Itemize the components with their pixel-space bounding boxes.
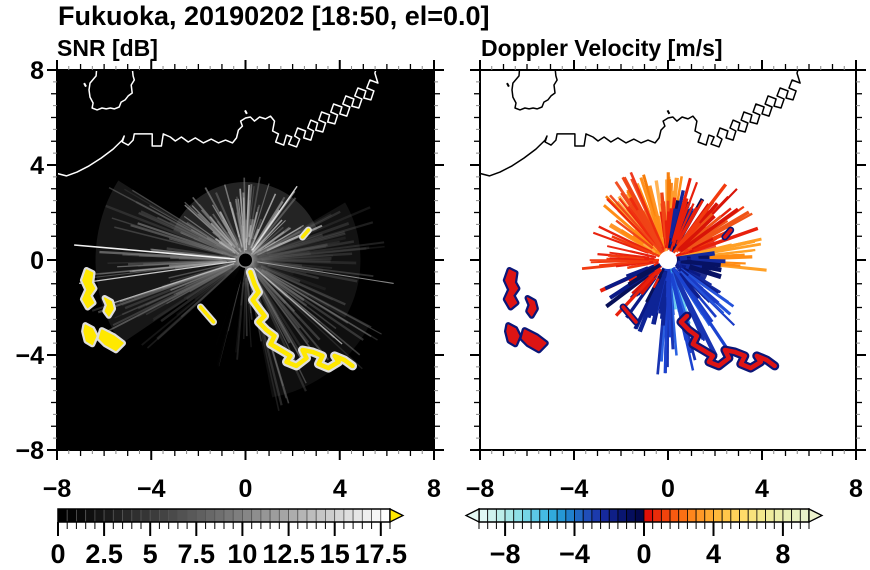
snr-colorbar-overflow-arrow [389, 507, 405, 524]
colorbar-label: 7.5 [178, 539, 216, 569]
velocity-colorbar-overflow-arrow [808, 507, 824, 524]
x-tick-label: 0 [661, 475, 675, 503]
colorbar-label: 17.5 [355, 539, 408, 569]
x-tick-label: 0 [239, 475, 253, 503]
snr-colorbar: 0 2.5 5 7.5 10 12.5 15 17.5 [50, 507, 408, 569]
radar-center-hole [659, 251, 677, 269]
x-tick-label: 4 [755, 475, 769, 503]
x-tick-label: −4 [137, 475, 166, 503]
colorbar-label: 15 [320, 539, 350, 569]
colorbar-label: 2.5 [85, 539, 123, 569]
radar-center-dot [238, 252, 253, 268]
colorbar-label: 12.5 [262, 539, 315, 569]
colorbar-label: 8 [775, 539, 790, 569]
panel-ticks [470, 60, 866, 460]
x-tick-label: 8 [849, 475, 863, 503]
y-tick-label: −4 [15, 342, 44, 370]
doppler-clutter-echoes [502, 226, 780, 373]
y-tick-label: 4 [30, 152, 44, 180]
coastline [57, 70, 379, 177]
x-tick-label: −8 [466, 475, 495, 503]
snr-occlusion-wedge [110, 265, 244, 440]
velocity-colorbar-underflow-arrow [464, 507, 480, 524]
y-tick-label: 8 [30, 57, 44, 85]
y-tick-label: −8 [15, 437, 44, 465]
x-tick-label: 4 [333, 475, 347, 503]
x-tick-label: −8 [43, 475, 72, 503]
x-tick-label: −4 [560, 475, 589, 503]
snr-clutter-echoes [79, 226, 357, 373]
y-tick-label: 0 [30, 247, 44, 275]
colorbar-label: −4 [559, 539, 590, 569]
snr-panel: −8 −4 0 4 8 8 4 0 −4 −8 [15, 57, 444, 503]
colorbar-label: 5 [143, 539, 158, 569]
colorbar-label: 0 [50, 539, 65, 569]
colorbar-label: 4 [706, 539, 721, 569]
doppler-panel: −8 −4 0 4 8 [466, 60, 866, 503]
velocity-colorbar: −8 −4 0 4 8 [464, 507, 824, 569]
colorbar-label: −8 [490, 539, 521, 569]
colorbar-label: 10 [227, 539, 257, 569]
coastline [480, 70, 801, 177]
snr-radial-echoes [74, 176, 394, 411]
colorbar-label: 0 [636, 539, 651, 569]
x-tick-label: 8 [427, 475, 441, 503]
figure-title: Fukuoka, 20190202 [18:50, el=0.0] [58, 1, 490, 31]
panel-ticks [47, 60, 444, 460]
doppler-panel-title: Doppler Velocity [m/s] [481, 35, 723, 61]
snr-panel-title: SNR [dB] [57, 35, 158, 61]
